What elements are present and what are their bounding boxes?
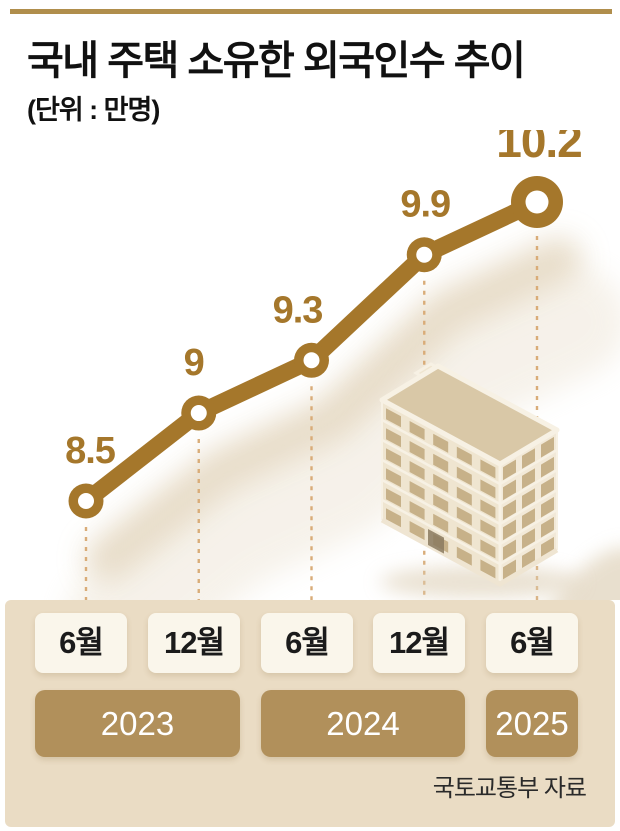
top-accent-bar: [10, 9, 612, 14]
floor-band: [381, 438, 501, 506]
window: [541, 516, 554, 538]
data-point-center: [190, 405, 207, 422]
floor-band: [381, 498, 501, 566]
data-points: [68, 175, 563, 519]
window: [503, 519, 516, 541]
window: [503, 559, 516, 581]
window: [433, 473, 449, 493]
window: [522, 488, 535, 509]
window: [456, 486, 472, 506]
entrance-door: [428, 529, 444, 554]
window: [541, 436, 554, 458]
window: [409, 421, 425, 441]
window: [456, 526, 472, 546]
floor-band: [499, 448, 558, 486]
roof: [379, 363, 560, 467]
base-trim: [380, 517, 559, 587]
floor-band: [381, 418, 501, 486]
window: [456, 446, 472, 466]
data-point-center: [416, 246, 433, 263]
window: [409, 501, 425, 521]
window: [480, 519, 496, 539]
value-label: 10.2: [496, 130, 582, 167]
line-soft-shadow: [70, 236, 620, 600]
window: [541, 456, 554, 478]
window: [480, 499, 496, 519]
source-label: 국토교통부 자료: [432, 775, 587, 802]
floor-band: [499, 508, 558, 546]
window: [456, 506, 472, 526]
window: [409, 461, 425, 481]
floor-band: [499, 468, 558, 506]
window: [386, 468, 401, 488]
building-shadow: [522, 547, 620, 600]
x-axis-panel: 6월 12월 6월 12월 6월 2023 2024 2025 국토교통부 자료: [5, 600, 615, 827]
trend-line-chart: 8.5 9 9.3 9.9 10.2: [65, 130, 620, 600]
window: [480, 539, 496, 559]
data-point-center: [78, 493, 94, 509]
window: [480, 459, 496, 479]
value-label: 9: [184, 342, 204, 384]
floor-band: [381, 458, 501, 526]
window: [409, 521, 425, 541]
floor-band: [499, 488, 558, 526]
window: [456, 546, 472, 566]
window: [433, 453, 449, 473]
window: [522, 508, 535, 529]
window: [522, 528, 535, 549]
value-labels: 8.5 9 9.3 9.9 10.2: [65, 130, 583, 472]
window: [503, 539, 516, 561]
window: [480, 559, 496, 579]
window: [386, 508, 401, 528]
window: [522, 548, 535, 569]
data-point-center: [525, 190, 549, 214]
window: [386, 448, 401, 468]
year-label: 2025: [486, 690, 578, 757]
floor-band: [499, 528, 558, 566]
window: [522, 448, 535, 469]
window: [541, 476, 554, 498]
value-label: 9.9: [400, 184, 450, 226]
building-illustration: [379, 362, 620, 600]
window: [503, 499, 516, 521]
window: [386, 428, 401, 448]
window: [503, 479, 516, 501]
month-label: 12월: [373, 613, 465, 673]
floor-band: [381, 478, 501, 546]
window: [386, 488, 401, 508]
year-label: 2024: [261, 690, 465, 757]
window: [433, 433, 449, 453]
year-label: 2023: [35, 690, 240, 757]
window: [433, 513, 449, 533]
window: [541, 496, 554, 518]
month-label: 12월: [148, 613, 240, 673]
value-label: 9.3: [273, 289, 323, 331]
window: [409, 441, 425, 461]
chart-title: 국내 주택 소유한 외국인수 추이: [27, 39, 526, 83]
month-label: 6월: [35, 613, 127, 673]
window: [409, 481, 425, 501]
window: [503, 459, 516, 481]
data-point-center: [303, 352, 320, 369]
window: [456, 466, 472, 486]
line-shadow-wide: [70, 266, 620, 600]
window: [386, 408, 401, 428]
month-label: 6월: [486, 613, 578, 673]
window: [480, 479, 496, 499]
unit-label: (단위 : 만명): [27, 95, 160, 125]
month-label: 6월: [261, 613, 353, 673]
window: [541, 536, 554, 558]
building-ground-shadow: [380, 566, 580, 598]
window: [522, 468, 535, 489]
value-label: 8.5: [65, 430, 116, 472]
window: [433, 493, 449, 513]
